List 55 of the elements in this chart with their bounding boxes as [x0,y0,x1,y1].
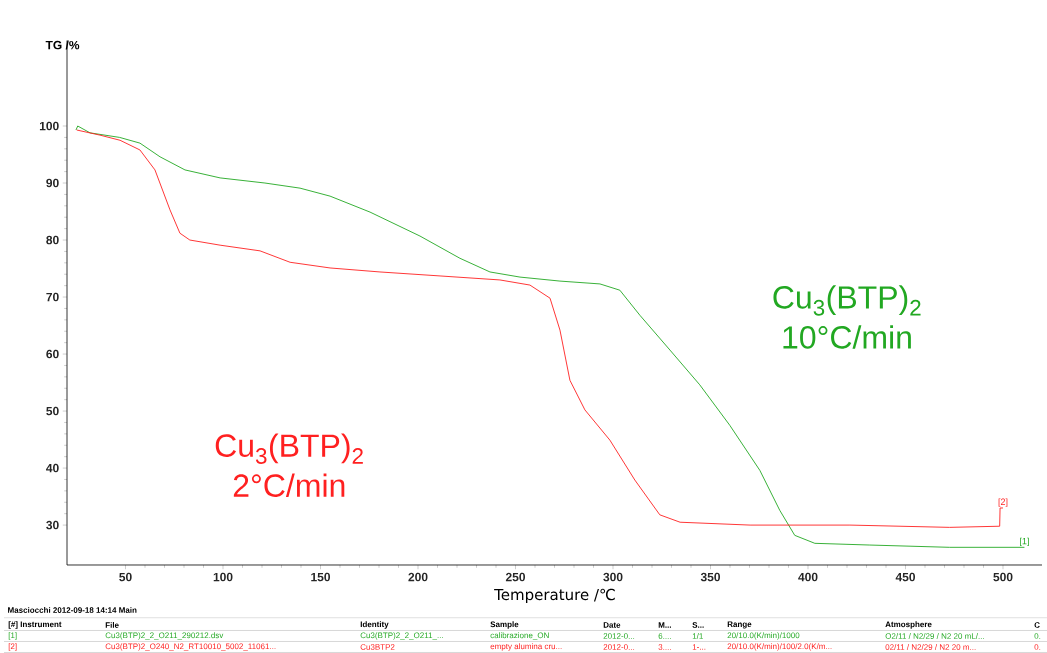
x-tick-label: 100 [213,572,233,582]
text: 2012-0... [603,644,635,650]
text: 02/11 / N2/29 / N2 20 m... [885,644,976,650]
y-tick-label: 90 [46,178,59,188]
x-tick-label: 500 [993,572,1013,582]
text: O2/11 / N2/29 / N2 20 mL/... [885,633,984,639]
text: 0. [1034,633,1041,639]
text: 1-... [692,644,706,650]
text: Identity [360,621,389,629]
y-tick-label: 50 [46,406,59,416]
text: 6.... [658,633,671,639]
text: File [105,622,119,628]
y-tick-label: 70 [46,292,59,302]
text: Range [727,621,752,629]
text: 20/10.0(K/min)/1000 [727,632,800,640]
text: 0. [1034,644,1041,650]
y-tick-label: 100 [39,121,59,131]
text: S... [692,622,704,628]
y-tick-label: 60 [46,349,59,359]
text: [#] Instrument [8,621,62,629]
x-axis-title: Temperature /℃ [494,588,615,604]
text: Sample [490,621,519,629]
text: [1] [8,632,17,640]
text: 20/10.0(K/min)/100/2.0(K/m... [727,643,832,651]
x-tick-label: 200 [408,572,428,582]
text: Cu3BTP2 [360,644,395,650]
x-tick-label: 350 [700,572,721,582]
text: 2012-0... [603,633,635,639]
text: 3.... [658,644,671,650]
text: Date [603,622,621,628]
text: Cu3(BTP)2_O240_N2_RT10010_5002_11061... [105,643,276,651]
x-tick-label: 250 [505,572,526,582]
text: [2] [8,643,17,651]
text: C [1034,622,1040,628]
y-axis-title: TG /% [45,40,80,50]
x-tick-label: 150 [311,572,331,582]
y-tick-label: 40 [46,463,59,473]
text: M... [658,622,671,628]
text: calibrazione_ON [490,632,549,640]
x-tick-label: 450 [895,572,916,582]
x-tick-label: 50 [119,572,132,582]
text: Cu$_{3}$(BTP)$_{2}$ 10°C/min [773,285,921,349]
text: empty alumina cru... [490,643,562,651]
annotation: [1] [1020,537,1029,547]
text: Cu3(BTP)2_2_O211_290212.dsv [105,632,224,640]
x-tick-label: 400 [798,572,818,582]
text: Masciocchi 2012-09-18 14:14 Main [8,607,137,613]
annotation: [2] [998,498,1008,507]
text: Atmosphere [885,621,932,629]
y-tick-label: 80 [46,235,59,245]
x-tick-label: 300 [603,572,623,582]
y-tick-label: 30 [46,520,59,530]
text: Cu3(BTP)2_2_O211_... [360,632,443,640]
text: Cu$_{3}$(BTP)$_{2}$ 2°C/min [215,433,363,497]
text: 1/1 [692,633,703,639]
